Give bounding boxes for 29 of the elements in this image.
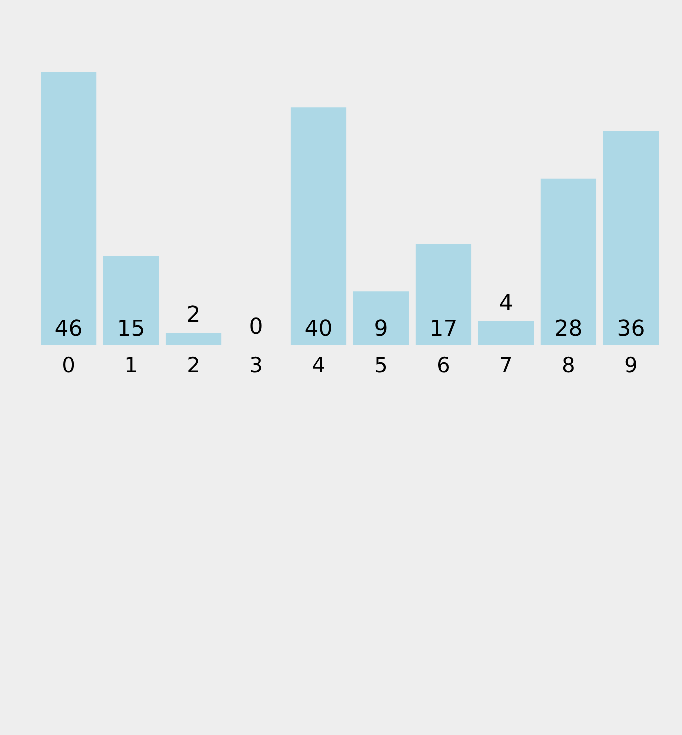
- bar: [540, 178, 597, 345]
- bar: [416, 244, 472, 345]
- x-tick-label: 0: [62, 354, 76, 378]
- data-label: 36: [617, 317, 646, 342]
- data-label: 15: [117, 317, 146, 342]
- bar: [103, 256, 160, 345]
- bar: [166, 333, 222, 345]
- bar: [41, 72, 97, 345]
- x-tick-label: 8: [562, 354, 576, 378]
- data-label: 0: [249, 315, 264, 340]
- data-label: 17: [430, 317, 458, 342]
- bar: [353, 292, 410, 345]
- bar: [603, 131, 659, 345]
- data-label: 2: [186, 303, 201, 328]
- data-label: 40: [304, 317, 333, 342]
- data-label: 9: [374, 317, 388, 342]
- x-tick-label: 7: [500, 354, 513, 378]
- data-label: 28: [554, 317, 583, 342]
- data-label: 46: [54, 317, 83, 342]
- data-label: 4: [499, 291, 514, 316]
- x-tick-label: 4: [312, 354, 326, 378]
- bar: [290, 108, 347, 345]
- x-tick-label: 1: [124, 354, 138, 378]
- x-tick-label: 2: [187, 354, 200, 378]
- x-tick-label: 9: [624, 354, 638, 378]
- bar: [478, 321, 534, 345]
- x-tick-label: 6: [437, 354, 450, 378]
- x-tick-label: 3: [250, 354, 263, 378]
- x-tick-label: 5: [374, 354, 388, 378]
